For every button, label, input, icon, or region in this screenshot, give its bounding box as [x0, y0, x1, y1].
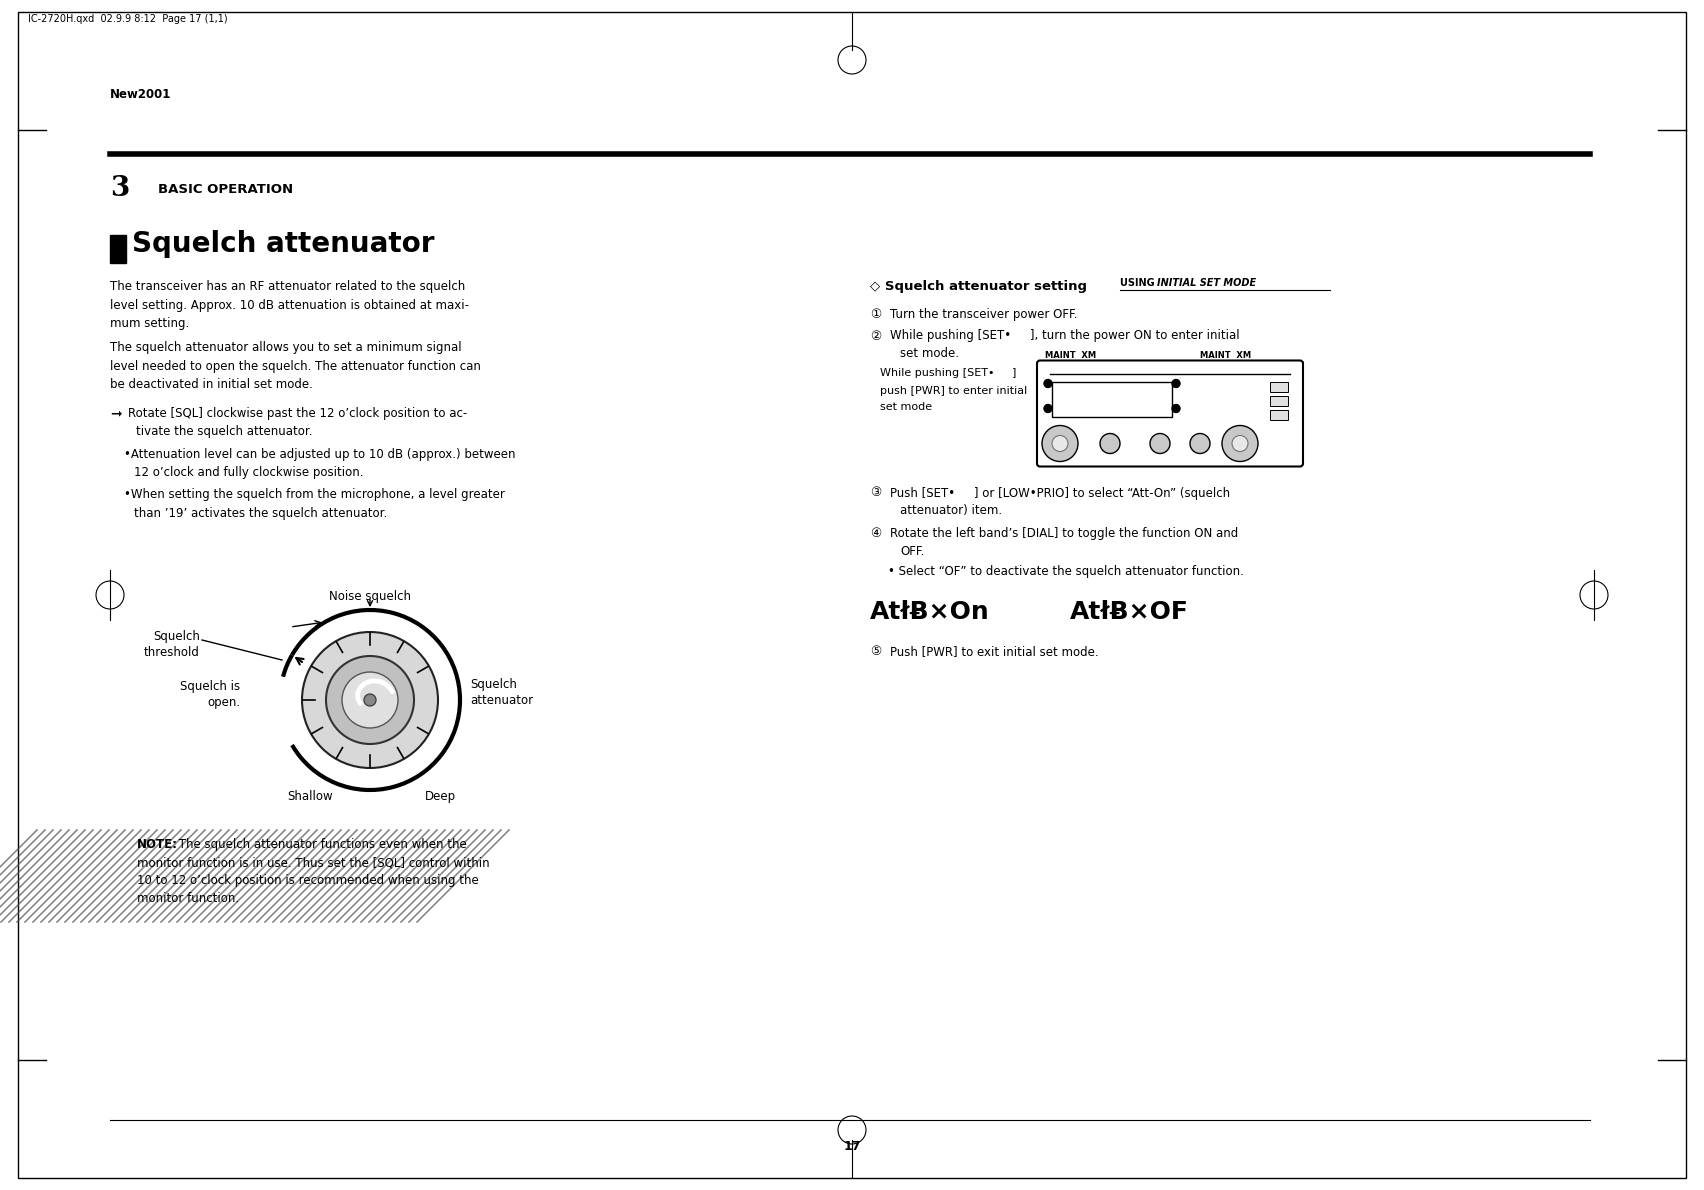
Circle shape	[1232, 436, 1247, 451]
Circle shape	[1172, 380, 1179, 388]
Text: The squelch attenuator allows you to set a minimum signal: The squelch attenuator allows you to set…	[111, 342, 462, 355]
Text: Noise squelch: Noise squelch	[329, 590, 411, 603]
Circle shape	[1189, 433, 1210, 453]
Text: AtłɃ×On: AtłɃ×On	[871, 600, 990, 624]
Text: 17: 17	[843, 1140, 861, 1153]
Circle shape	[302, 632, 438, 768]
Text: Push [PWR] to exit initial set mode.: Push [PWR] to exit initial set mode.	[889, 645, 1099, 658]
Text: MAINT  XM: MAINT XM	[1045, 351, 1096, 361]
Text: be deactivated in initial set mode.: be deactivated in initial set mode.	[111, 378, 314, 392]
Bar	[1269, 409, 1288, 420]
Text: Squelch: Squelch	[153, 630, 199, 643]
Text: ◇ Squelch attenuator setting: ◇ Squelch attenuator setting	[871, 280, 1087, 293]
Text: ①: ①	[871, 308, 881, 321]
Text: 12 o’clock and fully clockwise position.: 12 o’clock and fully clockwise position.	[135, 466, 363, 480]
Text: open.: open.	[206, 696, 240, 709]
Text: attenuator: attenuator	[470, 694, 533, 707]
Text: set mode.: set mode.	[900, 347, 959, 361]
Bar	[1269, 395, 1288, 406]
Text: tivate the squelch attenuator.: tivate the squelch attenuator.	[136, 426, 312, 438]
Text: than ’19’ activates the squelch attenuator.: than ’19’ activates the squelch attenuat…	[135, 507, 387, 520]
Text: ②: ②	[871, 330, 881, 343]
Text: INITIAL SET MODE: INITIAL SET MODE	[1157, 278, 1256, 288]
Text: ④: ④	[871, 527, 881, 540]
Text: NOTE:: NOTE:	[136, 838, 177, 851]
Text: •Attenuation level can be adjusted up to 10 dB (approx.) between: •Attenuation level can be adjusted up to…	[124, 447, 516, 461]
Text: USING: USING	[1120, 278, 1159, 288]
Text: While pushing [SET•     ], turn the power ON to enter initial: While pushing [SET• ], turn the power ON…	[889, 330, 1239, 343]
Circle shape	[1045, 380, 1051, 388]
Text: 3: 3	[111, 175, 130, 202]
Circle shape	[1051, 436, 1068, 451]
Text: level needed to open the squelch. The attenuator function can: level needed to open the squelch. The at…	[111, 361, 481, 372]
Circle shape	[1172, 405, 1179, 413]
Text: ⑤: ⑤	[871, 645, 881, 658]
Circle shape	[325, 656, 414, 744]
Text: monitor function is in use. Thus set the [SQL] control within: monitor function is in use. Thus set the…	[136, 856, 489, 869]
Text: Push [SET•     ] or [LOW•PRIO] to select “Att-On” (squelch: Push [SET• ] or [LOW•PRIO] to select “At…	[889, 487, 1230, 500]
Text: AtłɃ×OF: AtłɃ×OF	[1070, 600, 1189, 624]
Circle shape	[1150, 433, 1171, 453]
Text: Squelch attenuator: Squelch attenuator	[131, 230, 435, 258]
Text: MAINT  XM: MAINT XM	[1200, 351, 1251, 361]
Text: Shallow: Shallow	[288, 790, 332, 803]
Text: IC-2720H.qxd  02.9.9 8:12  Page 17 (1,1): IC-2720H.qxd 02.9.9 8:12 Page 17 (1,1)	[27, 14, 228, 24]
Bar	[1051, 382, 1172, 416]
Text: threshold: threshold	[145, 646, 199, 659]
Text: •When setting the squelch from the microphone, a level greater: •When setting the squelch from the micro…	[124, 488, 504, 501]
Text: ③: ③	[871, 487, 881, 500]
FancyBboxPatch shape	[1038, 361, 1304, 466]
Text: The transceiver has an RF attenuator related to the squelch: The transceiver has an RF attenuator rel…	[111, 280, 465, 293]
Text: mum setting.: mum setting.	[111, 317, 189, 330]
Text: Squelch is: Squelch is	[181, 679, 240, 693]
Text: The squelch attenuator functions even when the: The squelch attenuator functions even wh…	[176, 838, 467, 851]
Bar	[111, 234, 126, 263]
Circle shape	[365, 694, 377, 706]
Text: set mode: set mode	[879, 402, 932, 413]
Text: BASIC OPERATION: BASIC OPERATION	[158, 183, 293, 196]
Circle shape	[1045, 405, 1051, 413]
Text: Turn the transceiver power OFF.: Turn the transceiver power OFF.	[889, 308, 1077, 321]
Circle shape	[1101, 433, 1120, 453]
Circle shape	[1222, 426, 1258, 462]
Text: • Select “OF” to deactivate the squelch attenuator function.: • Select “OF” to deactivate the squelch …	[888, 564, 1244, 577]
Text: While pushing [SET•     ]: While pushing [SET• ]	[879, 369, 1016, 378]
Text: monitor function.: monitor function.	[136, 892, 239, 906]
Text: ➞: ➞	[111, 407, 121, 421]
Text: attenuator) item.: attenuator) item.	[900, 505, 1002, 516]
Text: Deep: Deep	[424, 790, 455, 803]
Text: push [PWR] to enter initial: push [PWR] to enter initial	[879, 386, 1028, 395]
Text: OFF.: OFF.	[900, 545, 924, 558]
Bar	[1269, 382, 1288, 392]
Text: Rotate the left band’s [DIAL] to toggle the function ON and: Rotate the left band’s [DIAL] to toggle …	[889, 527, 1239, 540]
Circle shape	[1043, 426, 1079, 462]
Text: 10 to 12 o’clock position is recommended when using the: 10 to 12 o’clock position is recommended…	[136, 873, 479, 887]
Text: Rotate [SQL] clockwise past the 12 o’clock position to ac-: Rotate [SQL] clockwise past the 12 o’clo…	[128, 407, 467, 420]
Circle shape	[343, 672, 399, 728]
Text: level setting. Approx. 10 dB attenuation is obtained at maxi-: level setting. Approx. 10 dB attenuation…	[111, 299, 469, 312]
Text: Squelch: Squelch	[470, 678, 516, 691]
Text: New2001: New2001	[111, 88, 172, 101]
